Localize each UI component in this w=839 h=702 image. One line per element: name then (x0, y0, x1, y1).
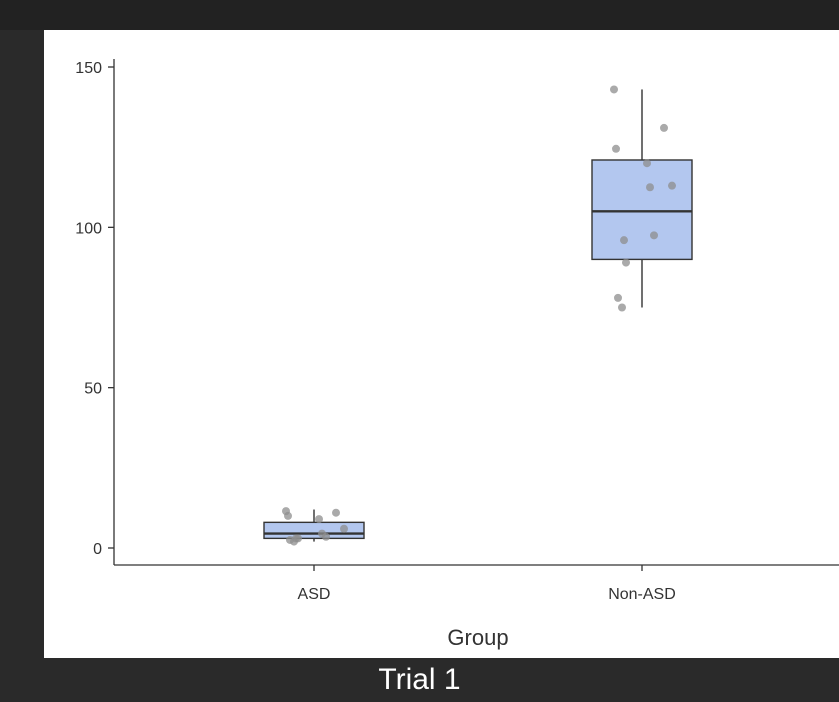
data-point-non-asd (614, 293, 622, 302)
data-point-non-asd (612, 144, 620, 153)
top-border (0, 0, 839, 30)
data-point-non-asd (620, 236, 628, 245)
data-point-non-asd (610, 85, 618, 94)
box-non-asd (591, 159, 693, 261)
data-point-asd (340, 524, 348, 533)
box-asd (263, 521, 365, 540)
data-point-asd (290, 537, 298, 546)
chart-panel: 0 50 100 150 ASD Non-ASD Group (44, 30, 839, 658)
data-point-non-asd (618, 303, 626, 312)
data-point-non-asd (668, 181, 676, 190)
data-point-non-asd (650, 231, 658, 240)
data-point-asd (332, 508, 340, 517)
caption: Trial 1 (0, 658, 839, 702)
y-tick-label-50: 50 (84, 381, 102, 398)
data-point-non-asd (646, 183, 654, 192)
data-point-asd (322, 532, 330, 541)
data-point-non-asd (660, 123, 668, 132)
x-tick-label-non-asd: Non-ASD (608, 586, 676, 603)
y-tick-label-100: 100 (75, 220, 102, 237)
boxplot-chart: 0 50 100 150 ASD Non-ASD Group (75, 59, 839, 650)
data-point-non-asd (643, 159, 651, 168)
data-point-asd (284, 511, 292, 520)
x-tick-label-asd: ASD (298, 586, 331, 603)
data-point-asd (315, 515, 323, 524)
data-point-non-asd (622, 258, 630, 267)
y-tick-label-0: 0 (93, 541, 102, 558)
x-axis-title: Group (447, 625, 508, 650)
y-tick-label-150: 150 (75, 60, 102, 77)
